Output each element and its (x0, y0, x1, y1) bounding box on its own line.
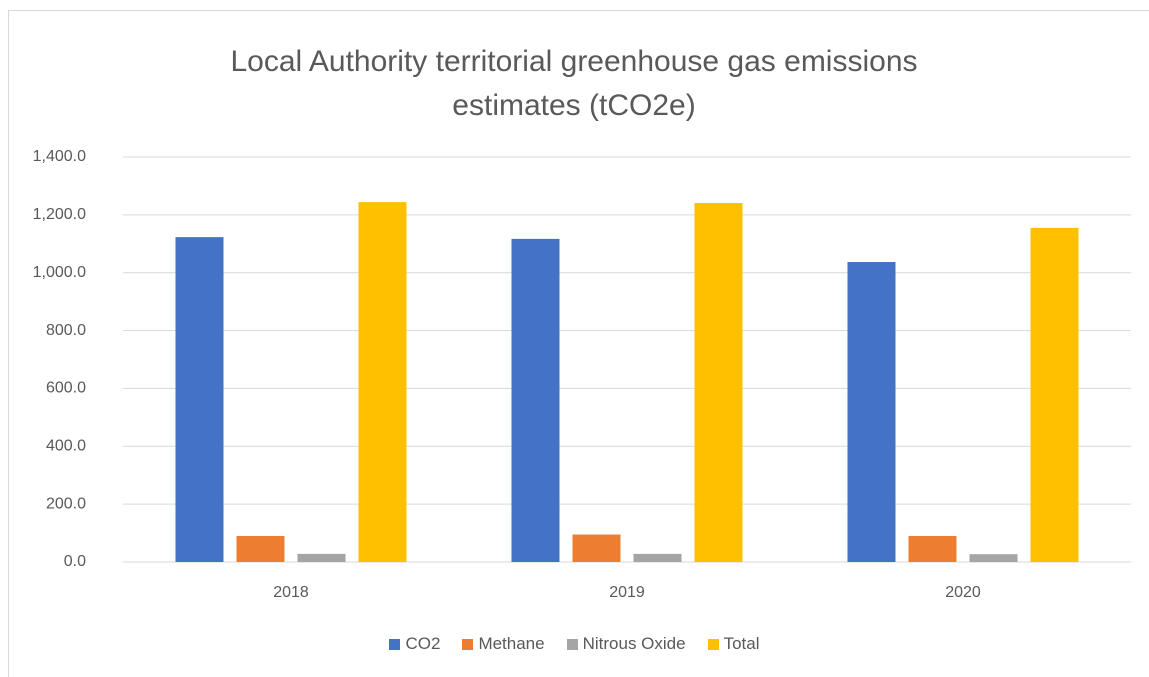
x-tick-label: 2018 (273, 584, 309, 601)
legend-label: Nitrous Oxide (582, 634, 686, 653)
legend: CO2 Methane Nitrous Oxide Total (0, 634, 1149, 654)
x-tick-label: 2020 (945, 584, 981, 601)
x-tick-label: 2019 (609, 584, 645, 601)
bar (572, 534, 621, 562)
bar (358, 202, 407, 562)
bar (694, 202, 743, 562)
bar (297, 553, 346, 562)
legend-swatch (462, 638, 474, 650)
y-tick-label: 800.0 (46, 322, 86, 339)
bar (908, 535, 957, 562)
legend-item: CO2 (389, 634, 440, 654)
legend-swatch (707, 638, 719, 650)
y-tick-label: 600.0 (46, 380, 86, 397)
bar (633, 553, 682, 562)
y-tick-label: 400.0 (46, 438, 86, 455)
legend-item: Total (707, 634, 760, 654)
y-tick-label: 0.0 (64, 553, 86, 570)
bar (236, 535, 285, 562)
y-tick-label: 1,000.0 (33, 264, 86, 281)
legend-label: CO2 (405, 634, 441, 653)
legend-swatch (566, 638, 578, 650)
bar (175, 237, 224, 562)
legend-label: Total (723, 634, 760, 653)
y-tick-label: 1,200.0 (33, 206, 86, 223)
y-tick-label: 200.0 (46, 495, 86, 512)
legend-item: Methane (462, 634, 545, 654)
bar (1030, 227, 1079, 562)
chart-border (8, 10, 1149, 677)
chart-title: Local Authority territorial greenhouse g… (230, 45, 918, 122)
bar (511, 238, 560, 562)
bar (847, 262, 896, 562)
bar (969, 554, 1018, 562)
y-tick-label: 1,400.0 (33, 148, 86, 165)
legend-item: Nitrous Oxide (566, 634, 686, 654)
legend-swatch (389, 638, 401, 650)
legend-label: Methane (478, 634, 545, 653)
